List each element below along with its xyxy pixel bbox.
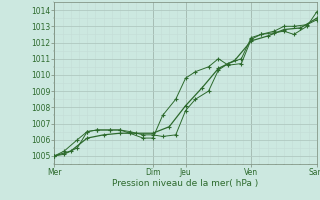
X-axis label: Pression niveau de la mer( hPa ): Pression niveau de la mer( hPa ): [112, 179, 259, 188]
